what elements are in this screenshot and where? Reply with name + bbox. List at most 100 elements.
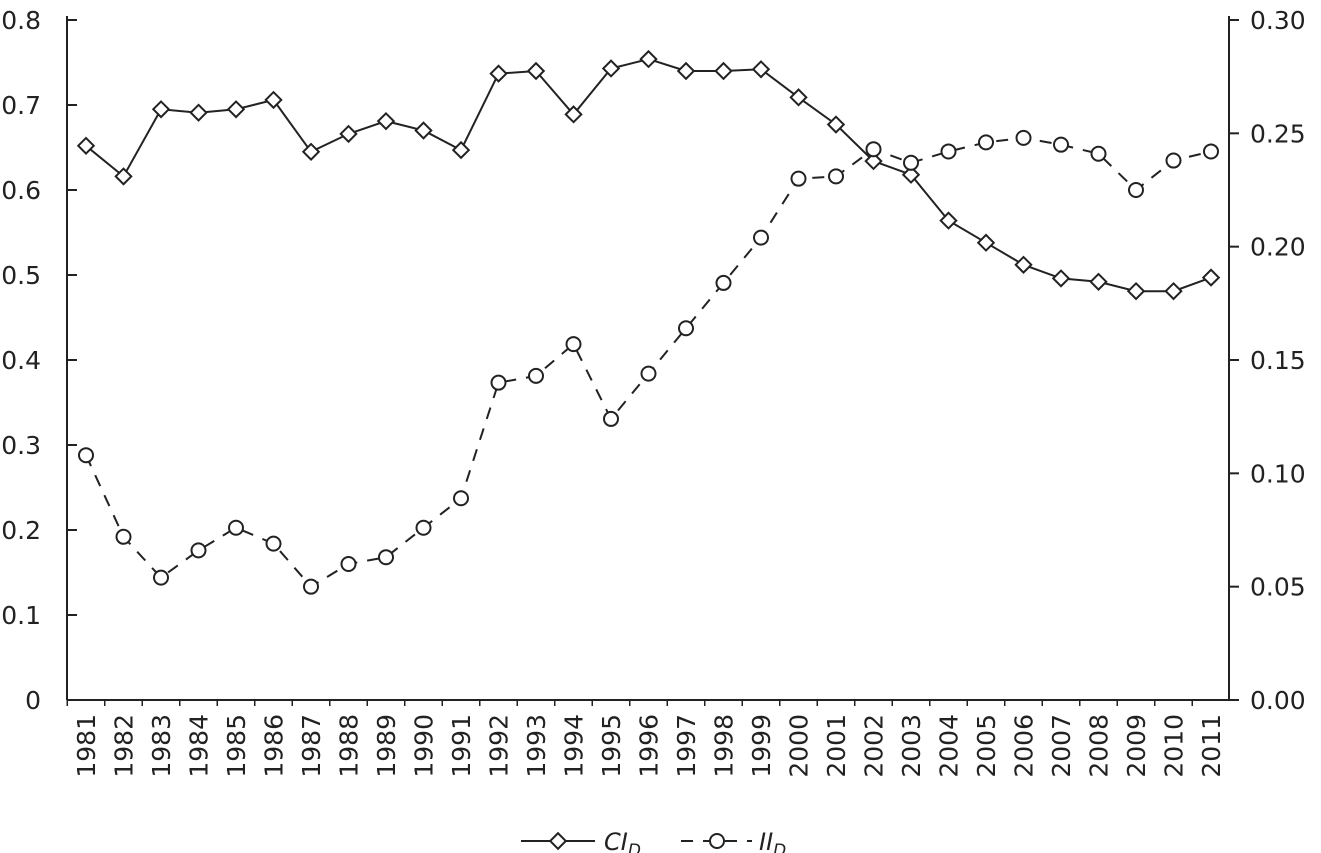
x-tick-label: 1986 [260, 714, 289, 778]
data-point-ii [1015, 129, 1032, 146]
left-tick-label: 0.8 [1, 6, 41, 35]
left-tick-label: 0.3 [1, 431, 41, 460]
left-tick-label: 0.5 [1, 261, 41, 290]
data-point-ci [114, 167, 133, 186]
data-point-ii [528, 367, 544, 384]
data-point-ii [865, 141, 882, 158]
data-point-ii [340, 556, 357, 572]
left-tick-label: 0.6 [1, 176, 41, 205]
right-tick-label: 0.15 [1250, 346, 1306, 375]
data-point-ii [678, 320, 694, 337]
data-point-ci [1014, 255, 1033, 274]
x-tick-label: 2007 [1047, 714, 1076, 778]
x-tick-label: 2006 [1010, 714, 1039, 778]
data-point-ii [115, 528, 132, 545]
left-axis-ticks: 0 0.1 0.2 0.3 0.4 0.5 0.6 0.7 0.8 [1, 6, 77, 715]
data-point-ii [903, 154, 919, 171]
data-point-ci [489, 64, 508, 83]
data-point-ci [826, 115, 846, 134]
data-point-ci [189, 103, 208, 122]
data-point-ci [639, 49, 658, 69]
x-tick-label: 1985 [222, 714, 251, 778]
legend-label-ci-subscript: D [628, 841, 641, 853]
x-tick-label: 1992 [485, 714, 514, 778]
data-point-ii [190, 542, 207, 559]
series-line-ci [85, 58, 1212, 293]
x-axis-ticks: 1981 1982 1983 1984 1985 1986 1987 1988 1989 1990… [66, 700, 1226, 778]
right-tick-label: 0.05 [1250, 573, 1306, 602]
data-point-ii [303, 578, 319, 595]
data-point-ii [1165, 152, 1182, 169]
right-axis-ticks: 0.00 0.05 0.10 0.15 0.20 0.25 0.30 [1229, 6, 1306, 715]
data-point-ii [753, 229, 769, 246]
legend-marker-circle [709, 833, 725, 849]
data-point-ci [1089, 272, 1108, 291]
data-point-ci [789, 88, 808, 107]
data-point-ii [640, 365, 657, 382]
data-point-ci [1201, 268, 1221, 287]
data-point-ci [864, 151, 883, 171]
x-tick-label: 1999 [747, 714, 776, 778]
data-point-ii [415, 519, 432, 536]
x-tick-label: 2008 [1085, 714, 1114, 778]
data-point-ii [978, 134, 994, 151]
data-point-ci [264, 90, 283, 110]
legend: CID II D [521, 828, 786, 853]
legend-marker-diamond [548, 831, 568, 851]
legend-label-ii-name: II [759, 828, 773, 853]
x-tick-label: 2002 [860, 714, 889, 778]
x-tick-label: 2003 [897, 714, 926, 778]
left-tick-label: 0.2 [1, 516, 41, 545]
data-point-ci [526, 61, 546, 81]
x-tick-label: 1991 [447, 714, 476, 778]
x-tick-label: 1998 [710, 714, 739, 778]
data-point-ci [939, 211, 958, 230]
data-point-ci [451, 140, 471, 160]
x-tick-label: 2000 [785, 714, 814, 778]
x-tick-label: 2009 [1122, 714, 1151, 778]
x-tick-label: 1982 [110, 714, 139, 778]
data-point-ci [976, 233, 996, 252]
data-point-ii [1128, 182, 1144, 198]
x-tick-label: 2010 [1160, 714, 1189, 778]
x-tick-label: 2005 [972, 714, 1001, 778]
data-point-ci [76, 136, 96, 155]
data-point-ci [414, 121, 433, 140]
data-point-ii [453, 490, 469, 507]
data-point-ii [228, 519, 244, 536]
data-point-ci [1164, 281, 1183, 301]
data-point-ii [603, 410, 619, 427]
x-tick-label: 1994 [560, 714, 589, 778]
legend-label-ci: CID [604, 828, 641, 853]
data-point-ci [1126, 281, 1146, 301]
data-point-ci [901, 165, 921, 184]
data-point-ci [751, 60, 771, 79]
data-point-ii [78, 447, 94, 464]
data-point-ci [339, 124, 358, 144]
data-point-ci [226, 100, 246, 119]
data-point-ii [828, 168, 844, 185]
series-layer [76, 49, 1221, 595]
left-tick-label: 0.7 [1, 91, 41, 120]
x-tick-label: 2011 [1197, 714, 1226, 778]
data-point-ii [1203, 143, 1219, 160]
left-tick-label: 0.4 [1, 346, 41, 375]
legend-label-ci-name: CI [604, 828, 628, 853]
x-tick-label: 1983 [147, 714, 176, 778]
right-tick-label: 0.30 [1250, 6, 1306, 35]
x-tick-label: 1981 [72, 714, 101, 778]
data-point-ii [790, 170, 807, 187]
series-line-ii [85, 136, 1212, 588]
data-point-ii [378, 549, 394, 566]
data-point-ii [565, 336, 582, 353]
data-point-ci [601, 59, 621, 78]
data-point-ci [301, 142, 321, 161]
x-tick-label: 1988 [335, 714, 364, 778]
data-point-ci [1051, 269, 1071, 288]
data-point-ci [714, 61, 733, 81]
data-point-ci [376, 111, 396, 131]
data-point-ci [564, 105, 583, 124]
data-point-ii [715, 274, 732, 291]
right-tick-label: 0.00 [1250, 686, 1306, 715]
